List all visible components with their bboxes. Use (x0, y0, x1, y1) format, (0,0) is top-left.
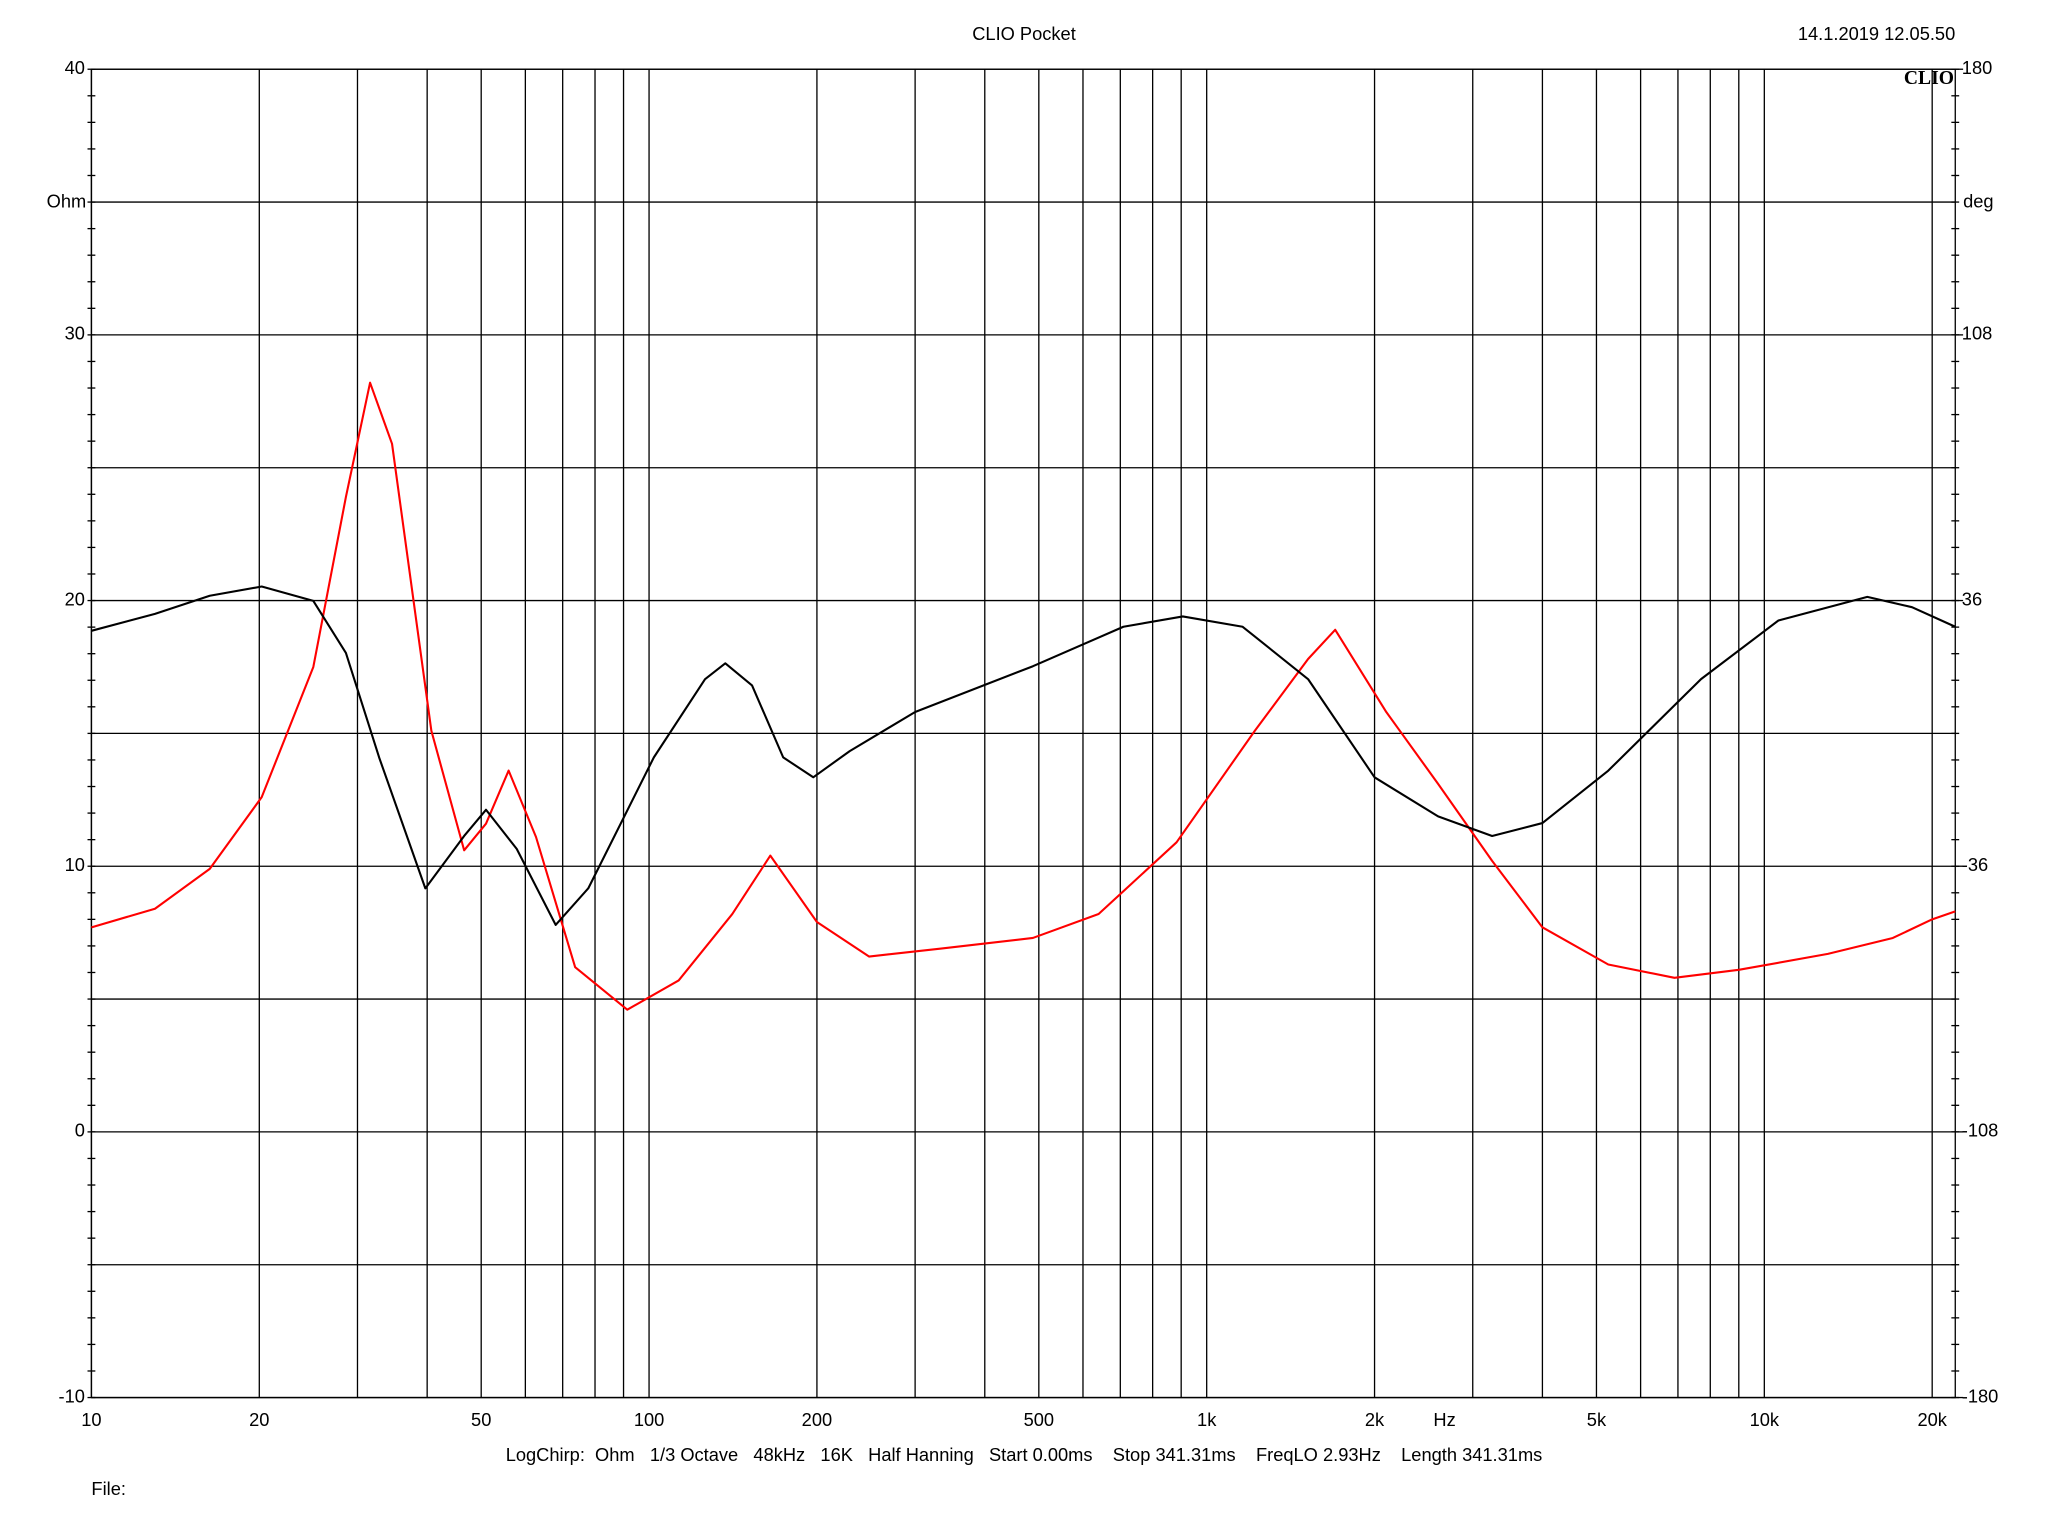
timestamp: 14.1.2019 12.05.50 (1798, 23, 1955, 44)
x-tick-label: 100 (634, 1409, 664, 1430)
settings-line: LogChirp: Ohm 1/3 Octave 48kHz 16K Half … (506, 1444, 1543, 1465)
x-axis-label: Hz (1433, 1409, 1455, 1430)
y2-tick-label: 180 (1962, 57, 1992, 78)
x-tick-label: 200 (802, 1409, 832, 1430)
data-line (91, 585, 1956, 926)
x-tick-label: 2k (1365, 1409, 1385, 1430)
y-tick-label: 10 (65, 854, 85, 875)
logo: CLIO (1904, 68, 1954, 89)
x-tick-label: 1k (1197, 1409, 1217, 1430)
x-tick-label: 10 (81, 1409, 101, 1430)
y-tick-label: 0 (75, 1120, 85, 1141)
y2-tick-label: -108 (1962, 1120, 1999, 1141)
y2-tick-label: 108 (1962, 323, 1992, 344)
y2-tick-label: 36 (1962, 588, 1982, 609)
y-tick-label: 40 (65, 57, 85, 78)
x-tick-label: 500 (1024, 1409, 1054, 1430)
plot-area: 10 20 50 100 200 500 1k 2k 5k 10k 20k -10 0 10 20 30 40 -… (58, 57, 1998, 1430)
data-line (91, 381, 1956, 1011)
file-label: File: (91, 1478, 126, 1499)
y2-tick-label: -36 (1962, 854, 1988, 875)
y-tick-label: 30 (65, 323, 85, 344)
x-tick-label: 50 (471, 1409, 491, 1430)
y2-tick-label: -180 (1962, 1385, 1999, 1406)
y-tick-label: -10 (58, 1385, 84, 1406)
x-tick-label: 5k (1587, 1409, 1607, 1430)
y-axis-label: Ohm (47, 190, 87, 211)
y-tick-label: 20 (65, 588, 85, 609)
x-tick-label: 20k (1917, 1409, 1947, 1430)
y2-axis-label: deg (1963, 190, 1993, 211)
x-tick-label: 10k (1750, 1409, 1780, 1430)
chart-title: CLIO Pocket (972, 23, 1076, 44)
x-tick-label: 20 (249, 1409, 269, 1430)
